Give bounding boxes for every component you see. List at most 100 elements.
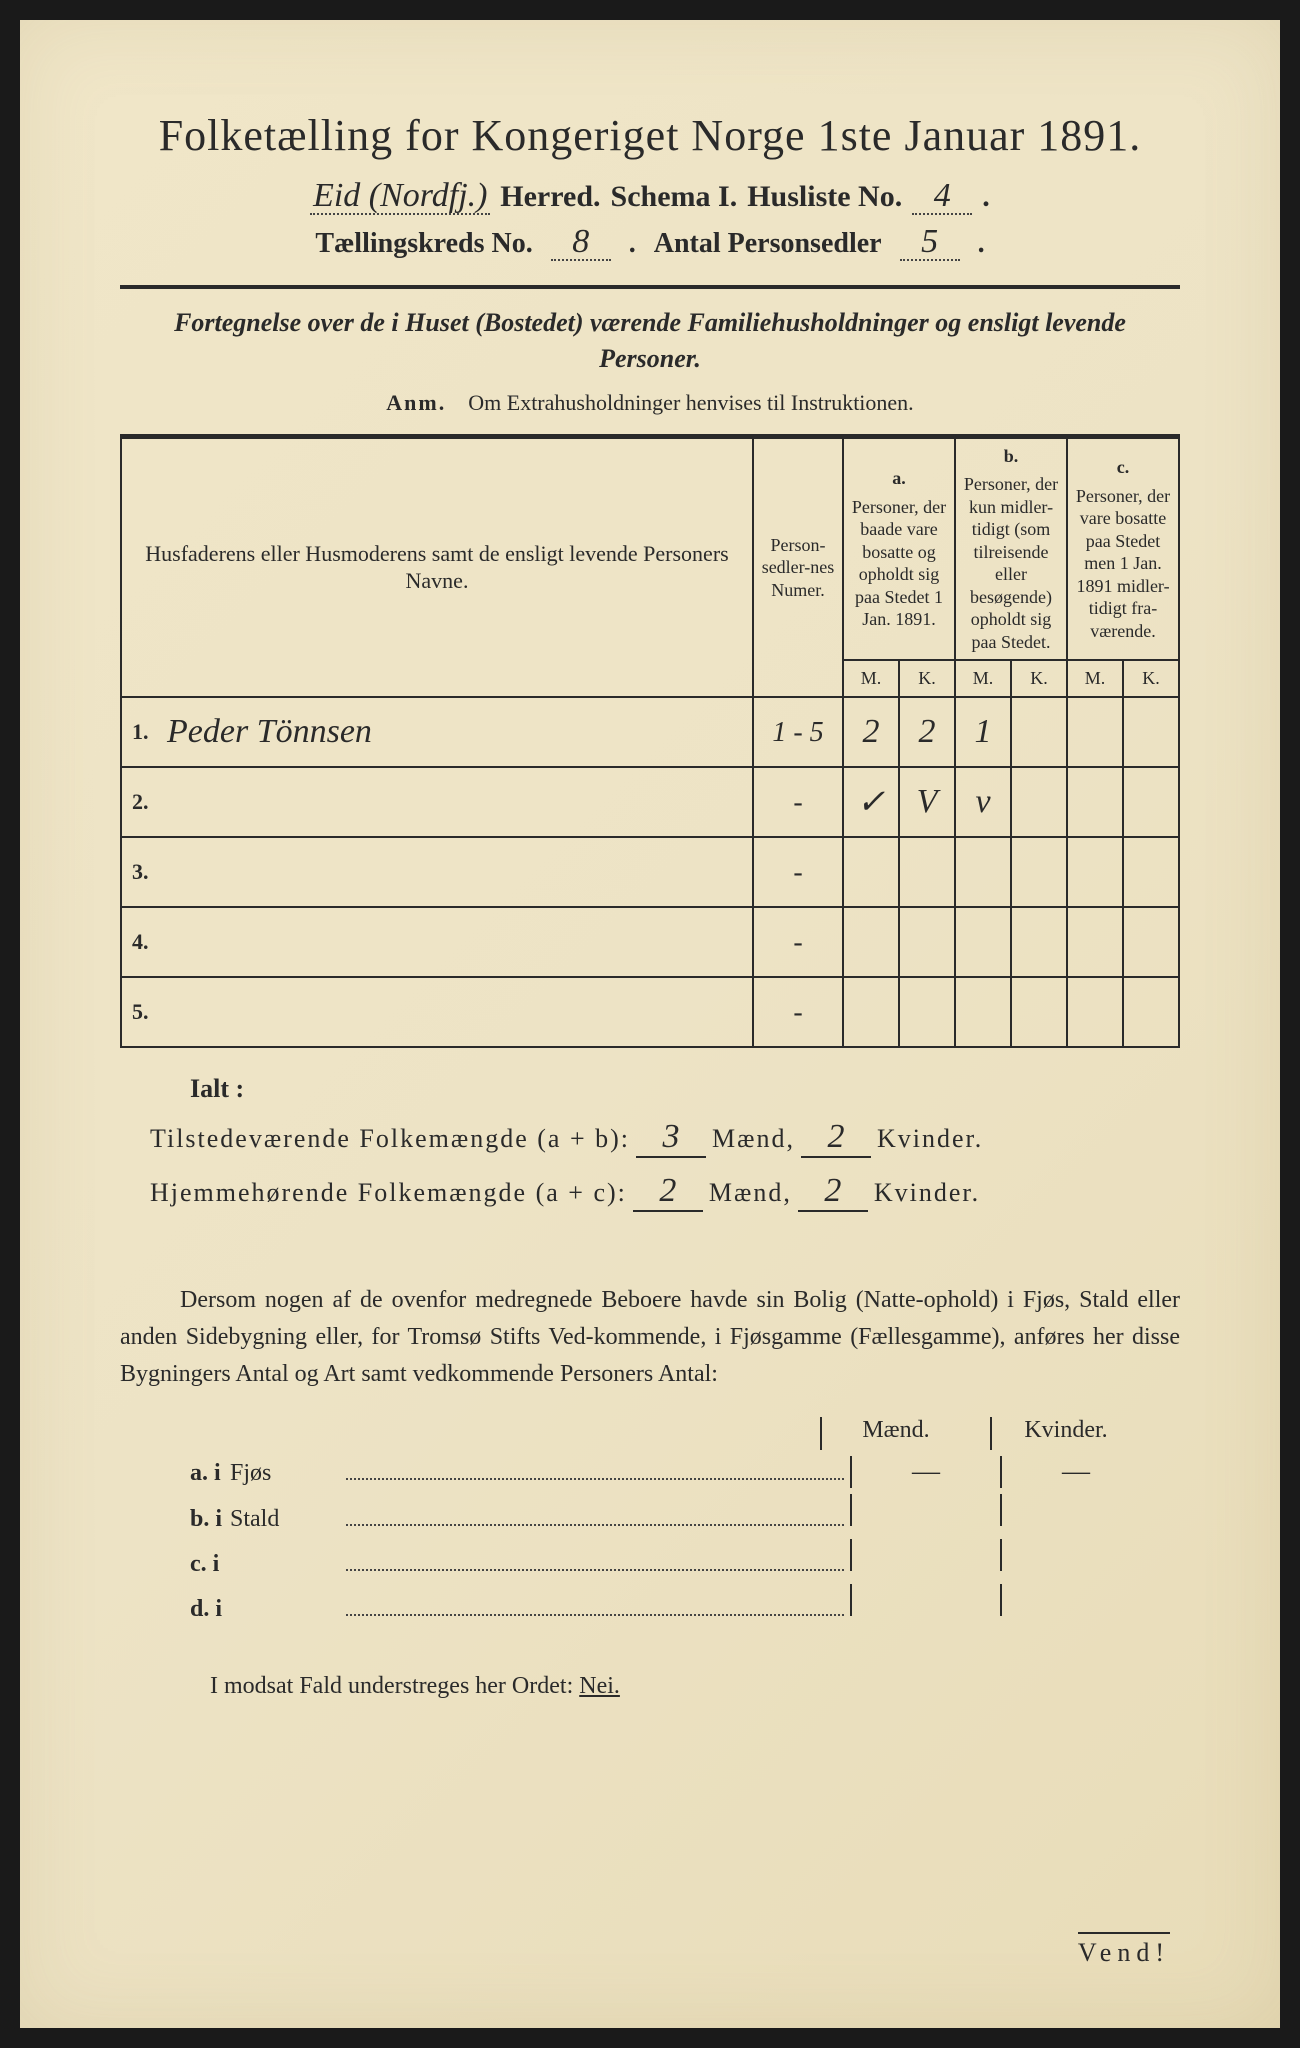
personsedler-no: 5 [900,225,960,261]
row-a-m [843,977,899,1047]
row-b-k [1011,837,1067,907]
row-a-m [843,837,899,907]
col-b-k: K. [1011,660,1067,697]
header-row-1: Eid (Nordfj.) Herred. Schema I. Husliste… [120,179,1180,215]
side-row: c. i [180,1539,1150,1578]
row-number: 3. [121,837,161,907]
table-row: 5.- [121,977,1179,1047]
row-a-k [899,977,955,1047]
herred-value: Eid (Nordfj.) [310,179,490,215]
side-row-m: — [850,1456,1000,1488]
table-row: 4. - [121,907,1179,977]
side-row-k [1000,1494,1150,1526]
side-row-m [850,1584,1000,1616]
row-c-k [1123,767,1179,837]
row-number: 2. [121,767,161,837]
schema-label: Schema I. [611,180,738,214]
side-row: a. iFjøs —— [180,1456,1150,1488]
totals-present: Tilstedeværende Folkemængde (a + b): 3 M… [150,1118,1180,1158]
page-title: Folketælling for Kongeriget Norge 1ste J… [120,110,1180,161]
side-row-k [1000,1539,1150,1571]
col-c-k: K. [1123,660,1179,697]
row-b-m: 1 [955,697,1011,767]
row-a-k [899,907,955,977]
col-a: a. Personer, der baade vare bosatte og o… [843,436,955,660]
side-row: b. iStald [180,1494,1150,1533]
col-names: Husfaderens eller Husmoderens samt de en… [121,436,753,697]
row-b-k [1011,907,1067,977]
col-b: b. Personer, der kun midler-tidigt (som … [955,436,1067,660]
present-men: 3 [636,1118,706,1158]
row-name [161,767,753,837]
side-row-k [1000,1584,1150,1616]
side-building-paragraph: Dersom nogen af de ovenfor medregnede Be… [120,1282,1180,1394]
table-row: 1.Peder Tönnsen1 - 5221 [121,697,1179,767]
row-a-m: ✓ [843,767,899,837]
side-building-table: Mænd. Kvinder. a. iFjøs —— b. iStald c. i d.… [180,1417,1150,1623]
row-b-k [1011,767,1067,837]
row-name [161,977,753,1047]
row-number: 4. [121,907,161,977]
vend-label: Vend! [1078,1932,1170,1968]
col-a-m: M. [843,660,899,697]
husliste-label: Husliste No. [747,180,902,214]
side-head-kvinder: Kvinder. [990,1417,1140,1450]
row-numer: 1 - 5 [753,697,843,767]
row-c-k [1123,837,1179,907]
col-c-m: M. [1067,660,1123,697]
kreds-label: Tællingskreds No. [315,228,532,260]
side-row: d. i [180,1584,1150,1623]
row-c-m [1067,837,1123,907]
totals-resident: Hjemmehørende Folkemængde (a + c): 2 Mæn… [150,1172,1180,1212]
side-row-label: d. i [180,1596,230,1623]
side-row-word: Fjøs [230,1460,340,1487]
row-numer: - [753,977,843,1047]
anm-text: Om Extrahusholdninger henvises til Instr… [468,390,913,415]
side-row-label: c. i [180,1551,230,1578]
row-c-k [1123,697,1179,767]
row-name [161,837,753,907]
row-numer: - [753,837,843,907]
col-b-m: M. [955,660,1011,697]
col-a-k: K. [899,660,955,697]
row-numer: - [753,907,843,977]
household-table: Husfaderens eller Husmoderens samt de en… [120,434,1180,1048]
row-b-m: v [955,767,1011,837]
side-row-label: a. i [180,1460,230,1487]
rule-1 [120,285,1180,289]
dotted-leader [346,1502,844,1526]
side-head: Mænd. Kvinder. [180,1417,1150,1450]
row-name [161,907,753,977]
side-row-label: b. i [180,1506,230,1533]
row-c-k [1123,907,1179,977]
side-row-m [850,1539,1000,1571]
present-women: 2 [801,1118,871,1158]
row-c-m [1067,767,1123,837]
row-b-m [955,907,1011,977]
dotted-leader [346,1456,844,1480]
husliste-no: 4 [912,179,972,215]
row-a-k [899,837,955,907]
resident-men: 2 [633,1172,703,1212]
row-b-k [1011,977,1067,1047]
census-form-page: Folketælling for Kongeriget Norge 1ste J… [20,20,1280,2028]
table-row: 2. -✓Vv [121,767,1179,837]
row-number: 1. [121,697,161,767]
anm-label: Anm. [386,390,446,415]
anm-note: Anm. Om Extrahusholdninger henvises til … [120,390,1180,416]
nei-line: I modsat Fald understreges her Ordet: Ne… [210,1673,1180,1700]
row-c-m [1067,907,1123,977]
row-b-m [955,977,1011,1047]
row-c-m [1067,977,1123,1047]
row-a-k: V [899,767,955,837]
row-a-m [843,907,899,977]
row-a-m: 2 [843,697,899,767]
dotted-leader [346,1547,844,1571]
col-c: c. Personer, der vare bosatte paa Stedet… [1067,436,1179,660]
resident-women: 2 [798,1172,868,1212]
dotted-leader [346,1592,844,1616]
row-b-k [1011,697,1067,767]
row-numer: - [753,767,843,837]
side-row-m [850,1494,1000,1526]
side-row-k: — [1000,1456,1150,1488]
